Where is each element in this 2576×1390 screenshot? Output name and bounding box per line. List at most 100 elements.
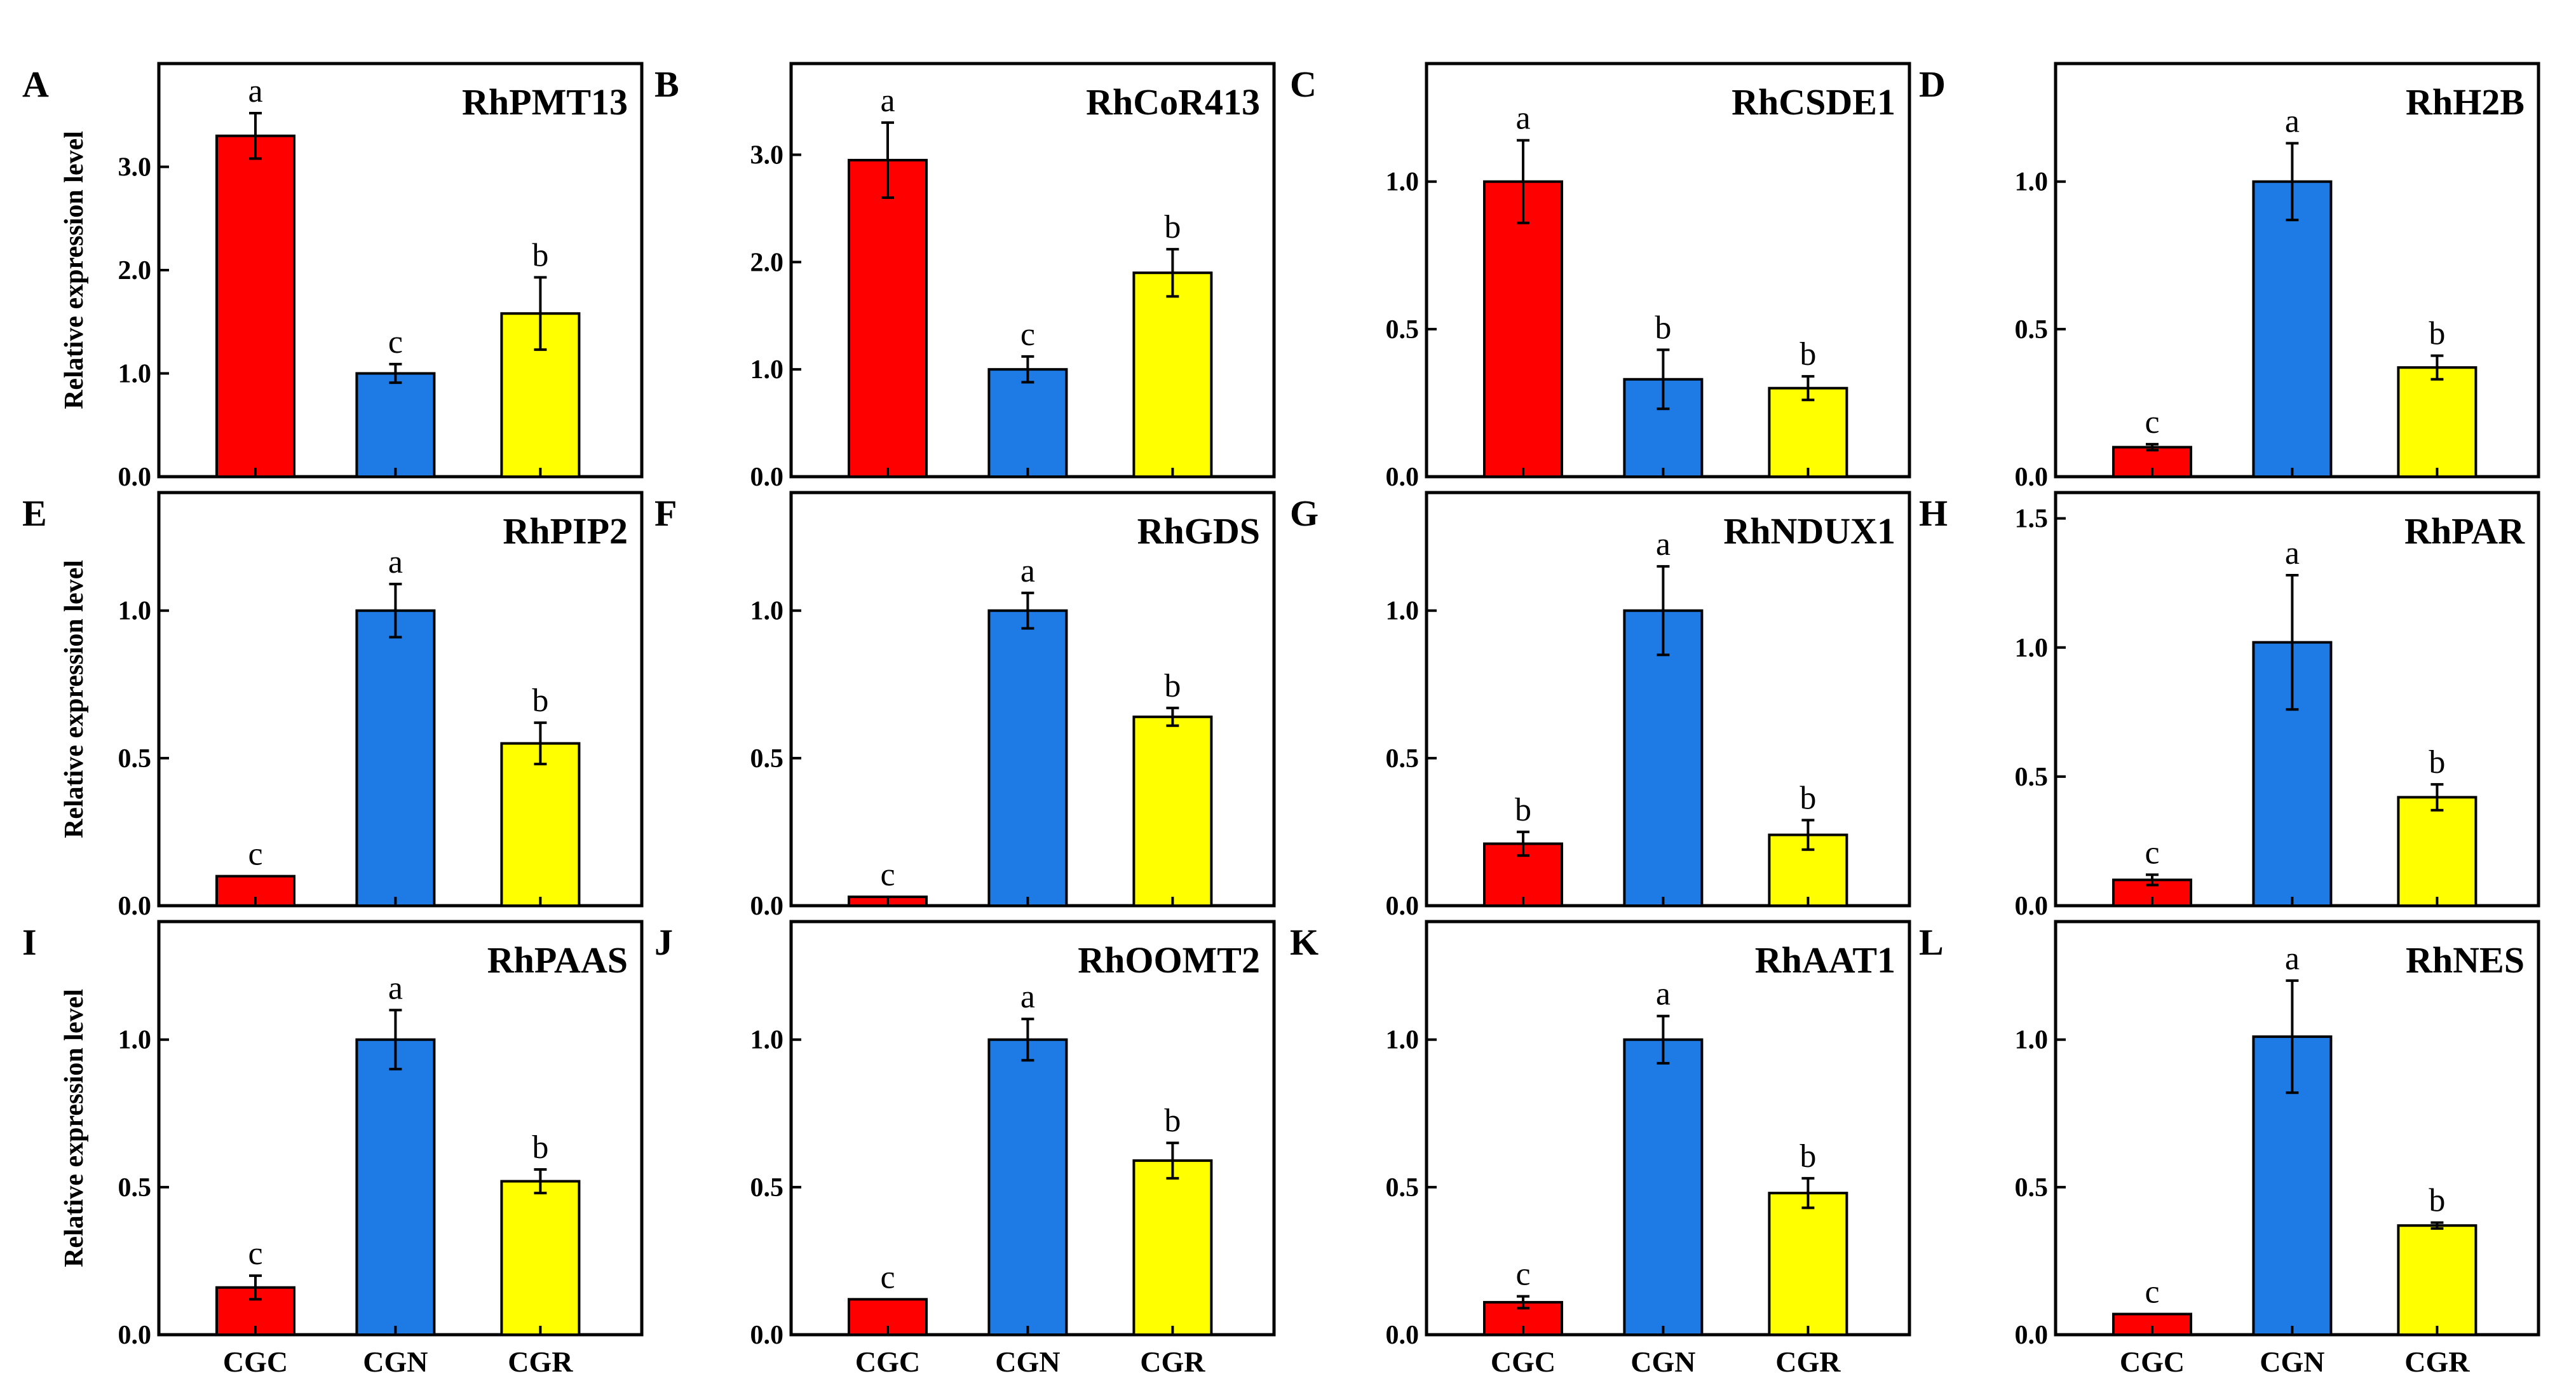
chart-title: RhNES bbox=[2406, 939, 2525, 981]
y-tick-label: 1.0 bbox=[1386, 168, 1420, 197]
y-tick-label: 1.0 bbox=[118, 597, 152, 626]
significance-letter: b bbox=[532, 1129, 548, 1166]
bar-cgr bbox=[500, 1180, 581, 1336]
y-tick-label: 0.0 bbox=[2015, 1321, 2049, 1350]
bar-cgc bbox=[1483, 180, 1563, 478]
y-tick-label: 1.0 bbox=[1386, 597, 1420, 626]
bar-cgn bbox=[1623, 1038, 1704, 1336]
y-tick-label: 2.0 bbox=[118, 256, 152, 285]
chart-panel-c: C RhCSDE1 0.0 0.5 1.0 a b b bbox=[1290, 62, 1911, 492]
significance-letter: b bbox=[1164, 1103, 1181, 1139]
significance-letter: a bbox=[880, 83, 895, 119]
panel-letter: D bbox=[1919, 64, 1946, 105]
bar-cgc bbox=[848, 158, 928, 478]
y-tick-label: 0.0 bbox=[118, 892, 152, 921]
bar-cgn bbox=[355, 1038, 436, 1336]
bar-cgr bbox=[1768, 1192, 1848, 1336]
chart-panel-g: G RhNDUX1 0.0 0.5 1.0 b a b bbox=[1290, 491, 1911, 921]
x-category-label: CGR bbox=[1775, 1346, 1841, 1378]
significance-letter: b bbox=[1655, 310, 1671, 346]
bar-cgc bbox=[215, 134, 295, 478]
bar-cgn bbox=[355, 372, 436, 478]
y-tick-label: 1.0 bbox=[2015, 168, 2049, 197]
y-tick-label: 1.0 bbox=[1386, 1026, 1420, 1055]
significance-letter: b bbox=[532, 683, 548, 719]
y-tick-label: 0.5 bbox=[118, 1173, 152, 1203]
chart-title: RhCoR413 bbox=[1086, 81, 1260, 123]
y-tick-label: 1.5 bbox=[2015, 505, 2049, 534]
significance-letter: a bbox=[388, 970, 403, 1006]
y-axis-title: Relative expression level bbox=[60, 131, 89, 409]
chart-title: RhPAR bbox=[2404, 510, 2525, 552]
y-tick-label: 1.0 bbox=[750, 355, 784, 385]
chart-panel-e: E RhPIP2 0.0 0.5 1.0 Relative expression leve… bbox=[22, 491, 644, 921]
x-category-label: CGN bbox=[363, 1346, 428, 1378]
significance-letter: c bbox=[388, 324, 403, 360]
bar-cgn bbox=[987, 1038, 1068, 1336]
bar-cgn bbox=[1623, 609, 1704, 907]
y-tick-label: 0.0 bbox=[2015, 892, 2049, 921]
bar-cgr bbox=[2397, 366, 2478, 479]
panel-letter: B bbox=[654, 64, 679, 105]
significance-letter: a bbox=[1020, 979, 1035, 1015]
y-tick-label: 0.0 bbox=[118, 463, 152, 492]
significance-letter: b bbox=[1164, 668, 1181, 704]
panel-letter: H bbox=[1919, 493, 1948, 534]
panel-letter: C bbox=[1290, 64, 1317, 105]
y-tick-label: 0.0 bbox=[1386, 1321, 1420, 1350]
bar-cgn bbox=[987, 609, 1068, 907]
significance-letter: b bbox=[1164, 209, 1181, 245]
y-tick-label: 1.0 bbox=[118, 360, 152, 389]
bar-cgr bbox=[2397, 1224, 2478, 1336]
y-tick-label: 0.0 bbox=[750, 892, 784, 921]
y-tick-label: 0.0 bbox=[1386, 463, 1420, 492]
panel-letter: I bbox=[22, 922, 37, 963]
chart-panel-j: J RhOOMT2 0.0 0.5 1.0 c CGC a CGN b CGR bbox=[654, 920, 1276, 1378]
significance-letter: a bbox=[1656, 976, 1671, 1012]
significance-letter: c bbox=[2145, 404, 2159, 440]
y-tick-label: 1.0 bbox=[2015, 634, 2049, 663]
significance-letter: a bbox=[1020, 553, 1035, 589]
y-axis-title: Relative expression level bbox=[60, 560, 89, 838]
bar-cgn bbox=[355, 609, 436, 907]
x-category-label: CGN bbox=[995, 1346, 1060, 1378]
panel-letter: L bbox=[1919, 922, 1944, 963]
chart-panel-i: I RhPAAS 0.0 0.5 1.0 Relative expression leve… bbox=[22, 920, 644, 1378]
significance-letter: b bbox=[1800, 780, 1816, 816]
significance-letter: b bbox=[2429, 1183, 2445, 1219]
y-tick-label: 1.0 bbox=[2015, 1026, 2049, 1055]
significance-letter: c bbox=[1020, 317, 1035, 353]
significance-letter: b bbox=[2429, 744, 2445, 780]
x-category-label: CGN bbox=[1630, 1346, 1695, 1378]
x-category-label: CGC bbox=[855, 1346, 920, 1378]
y-tick-label: 0.0 bbox=[118, 1321, 152, 1350]
significance-letter: a bbox=[1656, 526, 1671, 562]
x-category-label: CGR bbox=[1140, 1346, 1205, 1378]
significance-letter: c bbox=[2145, 835, 2159, 871]
panel-letter: F bbox=[654, 493, 677, 534]
y-tick-label: 3.0 bbox=[118, 153, 152, 182]
y-tick-label: 0.5 bbox=[1386, 744, 1420, 773]
bar-cgr bbox=[2397, 796, 2478, 907]
chart-panel-l: L RhNES 0.0 0.5 1.0 c CGC a CGN b CGR bbox=[1919, 920, 2540, 1378]
panel-letter: E bbox=[22, 493, 47, 534]
chart-title: RhAAT1 bbox=[1755, 939, 1895, 981]
significance-letter: a bbox=[2285, 103, 2300, 139]
chart-panel-f: F RhGDS 0.0 0.5 1.0 c a b bbox=[654, 491, 1276, 921]
y-tick-label: 0.5 bbox=[118, 744, 152, 773]
chart-title: RhGDS bbox=[1137, 510, 1260, 552]
chart-title: RhCSDE1 bbox=[1732, 81, 1895, 123]
bar-cgr bbox=[1132, 1159, 1213, 1336]
y-tick-label: 0.5 bbox=[2015, 1173, 2049, 1203]
y-tick-label: 1.0 bbox=[750, 1026, 784, 1055]
y-tick-label: 0.0 bbox=[750, 463, 784, 492]
x-category-label: CGN bbox=[2260, 1346, 2324, 1378]
panel-letter: G bbox=[1290, 493, 1319, 534]
panel-letter: J bbox=[654, 922, 673, 963]
significance-letter: c bbox=[248, 836, 262, 873]
bar-cgn bbox=[2252, 180, 2333, 478]
x-category-label: CGR bbox=[508, 1346, 573, 1378]
y-tick-label: 0.0 bbox=[1386, 892, 1420, 921]
significance-letter: c bbox=[880, 857, 895, 893]
chart-title: RhPIP2 bbox=[503, 510, 628, 552]
